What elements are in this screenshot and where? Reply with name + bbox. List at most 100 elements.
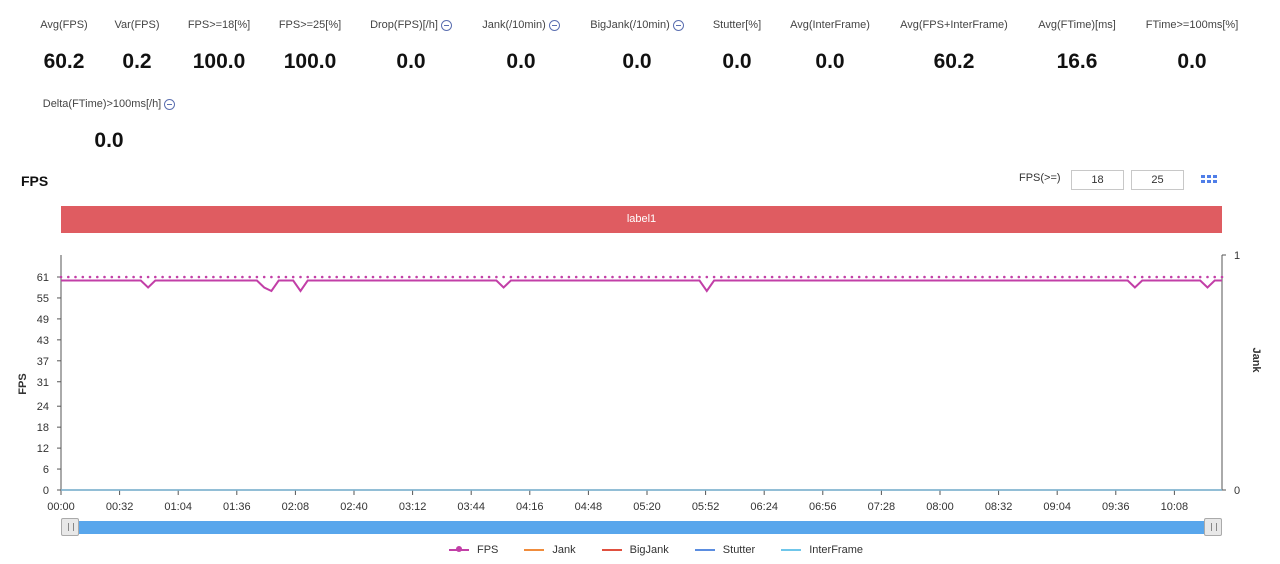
fps-series-point (1046, 275, 1050, 279)
stat-label: Avg(FPS) (40, 19, 87, 31)
info-icon[interactable] (440, 19, 452, 31)
fps-series-point (763, 275, 767, 279)
y-tick-label: 6 (43, 464, 49, 476)
fps-series-point (1213, 275, 1216, 279)
fps-series-point (342, 275, 346, 279)
fps-series-point (386, 275, 389, 279)
x-tick-label: 01:36 (223, 501, 251, 510)
stat-value: 0.0 (506, 50, 536, 73)
fps-series-point (313, 275, 317, 279)
fps-series-point (814, 275, 817, 279)
fps-series-point (981, 275, 984, 279)
fps-series-line (61, 279, 1222, 293)
y-tick-label: 31 (37, 377, 49, 389)
fps-threshold-input-2[interactable] (1131, 170, 1184, 190)
fps-series-point (458, 275, 462, 279)
fps-series-point (582, 275, 585, 279)
label-bar[interactable]: label1 (61, 206, 1222, 233)
x-tick-label: 01:04 (164, 501, 192, 510)
fps-series-point (669, 275, 672, 279)
fps-series-point (219, 275, 222, 279)
y-tick-label: 61 (37, 272, 49, 284)
fps-series-point (146, 275, 150, 279)
fps-series-point (596, 275, 600, 279)
fps-series-point (625, 275, 629, 279)
stat-1: Var(FPS) 0.2 (57, 15, 217, 74)
legend-item-fps[interactable]: FPS (449, 544, 498, 556)
fps-series-point (611, 275, 614, 279)
fps-series-point (270, 275, 273, 279)
legend-item-stutter[interactable]: Stutter (694, 544, 755, 556)
fps-series-point (451, 275, 455, 279)
fps-series-point (857, 275, 861, 279)
info-icon[interactable] (548, 19, 560, 31)
fps-series-point (879, 275, 883, 279)
fps-series-point (161, 275, 164, 279)
fps-series-point (821, 275, 825, 279)
fps-threshold-input-1[interactable] (1071, 170, 1124, 190)
fps-series-point (524, 275, 527, 279)
fps-series-point (415, 275, 418, 279)
time-range-slider[interactable] (61, 517, 1222, 537)
fps-series-point (1111, 275, 1115, 279)
stat-label-text: BigJank(/10min) (590, 19, 670, 31)
stat-10: Avg(FTime)[ms] 16.6 (997, 15, 1157, 74)
y-tick-label: 55 (37, 293, 49, 305)
slider-selection[interactable] (71, 521, 1212, 534)
fps-series-point (1191, 275, 1195, 279)
fps-series-point (110, 275, 114, 279)
fps-series-point (727, 275, 730, 279)
info-icon[interactable] (164, 98, 176, 110)
fps-series-point (865, 275, 868, 279)
stat-label-text: Avg(InterFrame) (790, 19, 870, 31)
legend-item-interframe[interactable]: InterFrame (781, 544, 863, 556)
info-icon[interactable] (672, 19, 684, 31)
fps-series-point (531, 275, 534, 279)
x-tick-label: 00:00 (47, 501, 75, 510)
fps-series-point (923, 275, 926, 279)
x-tick-label: 06:24 (750, 501, 778, 510)
fps-series-point (828, 275, 832, 279)
fps-series-point (662, 275, 665, 279)
x-tick-label: 10:08 (1161, 501, 1189, 510)
fps-series-point (872, 275, 875, 279)
stat-label: FPS>=18[%] (188, 19, 250, 31)
fps-series-point (429, 275, 433, 279)
fps-series-point (930, 275, 934, 279)
fps-series-point (139, 275, 143, 279)
stat-label: FTime>=100ms[%] (1146, 19, 1239, 31)
fps-series-point (379, 275, 382, 279)
fps-series-point (683, 275, 687, 279)
legend-label: BigJank (629, 544, 669, 556)
stat-label: Delta(FTime)>100ms[/h] (43, 98, 176, 110)
fps-series-point (850, 275, 854, 279)
stat-label: BigJank(/10min) (590, 19, 684, 31)
fps-series-point (422, 275, 426, 279)
stat-value: 16.6 (1056, 50, 1098, 73)
fps-series-point (712, 275, 716, 279)
fps-series-point (1068, 275, 1071, 279)
legend-marker (456, 546, 462, 552)
stat-label-text: Avg(FPS+InterFrame) (900, 19, 1008, 31)
legend-item-jank[interactable]: Jank (524, 544, 576, 556)
slider-handle-right[interactable] (1204, 518, 1222, 536)
slider-handle-left[interactable] (61, 518, 79, 536)
stat-label: Avg(FTime)[ms] (1038, 19, 1116, 31)
x-tick-label: 05:20 (633, 501, 661, 510)
legend-swatch (694, 549, 715, 551)
fps-series-point (1140, 275, 1144, 279)
fps-series-point (988, 275, 992, 279)
stat-0: Avg(FPS) 60.2 (0, 15, 144, 74)
grid-icon[interactable] (1201, 175, 1221, 185)
fps-series-point (299, 275, 302, 279)
fps-series-point (654, 275, 658, 279)
stat-label-text: FPS>=25[%] (278, 19, 342, 31)
fps-series-point (1184, 275, 1187, 279)
fps-series-point (241, 275, 244, 279)
legend-swatch (601, 549, 622, 551)
legend-item-bigjank[interactable]: BigJank (601, 544, 669, 556)
fps-series-point (1220, 275, 1224, 279)
stat-label-text: Avg(FTime)[ms] (1038, 19, 1116, 31)
fps-series-point (676, 275, 680, 279)
y-right-tick-label: 0 (1234, 485, 1240, 497)
